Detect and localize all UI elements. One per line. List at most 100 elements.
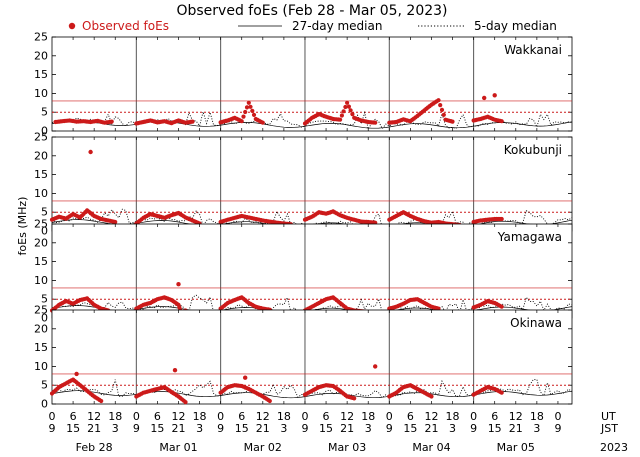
y-tick-label: 5 <box>41 106 48 119</box>
y-tick-label: 20 <box>34 149 48 162</box>
y-tick-label: 0 <box>41 398 48 411</box>
observed-point <box>373 364 378 369</box>
y-tick-label: 15 <box>34 255 48 268</box>
observed-point <box>246 100 251 105</box>
x-axis: UT JST 2023 0 6 12 18 0 6 12 18 0 6 12 18 0 6 12 18 0 6 12… <box>49 410 629 454</box>
legend-observed-marker <box>68 22 76 30</box>
y-tick-label: 25 <box>34 131 48 144</box>
observed-point <box>499 390 504 395</box>
y-tick-label: 25 <box>34 304 48 317</box>
observed-point <box>482 95 487 101</box>
observed-point <box>251 112 257 117</box>
x-jst-tick-label: 21 <box>171 422 185 435</box>
x-ut-tick-label: 12 <box>171 410 185 423</box>
observed-point <box>250 108 255 113</box>
x-ut-tick-label: 18 <box>193 410 207 423</box>
panels: 0 5 10 15 20 25 Wakkanai 0 5 10 15 20 25 Kokubunji 0 5 1… <box>34 31 573 411</box>
x-ut-tick-label: 12 <box>424 410 438 423</box>
x-jst-tick-label: 3 <box>449 422 456 435</box>
y-tick-label: 20 <box>34 322 48 335</box>
panel-wakkanai: 0 5 10 15 20 25 Wakkanai <box>34 31 573 138</box>
observed-point <box>260 120 265 125</box>
observed-point <box>492 93 497 98</box>
y-tick-label: 25 <box>34 31 48 44</box>
observed-point <box>499 119 504 124</box>
x-ut-tick-label: 6 <box>70 410 77 423</box>
observed-point <box>350 112 355 117</box>
observed-point <box>190 119 195 124</box>
x-ut-tick-label: 0 <box>386 410 393 423</box>
observed-point <box>343 104 348 110</box>
observed-point <box>172 368 178 373</box>
observed-point <box>248 104 253 109</box>
x-date-label: Mar 02 <box>244 441 282 454</box>
observed-point <box>373 120 378 125</box>
observed-point <box>499 216 504 222</box>
x-date-label: Mar 04 <box>412 441 450 454</box>
observed-point <box>183 400 188 405</box>
x-date-label: Mar 03 <box>328 441 366 454</box>
x-jst-tick-label: 3 <box>196 422 203 435</box>
x-ut-tick-label: 12 <box>256 410 270 423</box>
x-ut-tick-label: 0 <box>301 410 308 423</box>
y-tick-label: 20 <box>34 49 48 62</box>
x-jst-tick-label: 3 <box>112 422 119 435</box>
y-tick-label: 5 <box>41 206 48 219</box>
panel-yamagawa: 0 5 10 15 20 25 Yamagawa <box>34 218 573 325</box>
x-ut-tick-label: 18 <box>530 410 544 423</box>
x-jst-tick-label: 15 <box>66 422 80 435</box>
observed-point <box>450 119 455 124</box>
x-ut-tick-label: 6 <box>323 410 330 423</box>
observed-point <box>99 398 104 404</box>
x-jst-tick-label: 9 <box>301 422 308 435</box>
y-tick-label: 0 <box>41 125 48 138</box>
x-jst-tick-label: 15 <box>319 422 333 435</box>
observed-point <box>348 108 353 113</box>
observed-point <box>88 149 93 155</box>
x-jst-tick-label: 15 <box>150 422 164 435</box>
x-ut-tick-label: 12 <box>509 410 523 423</box>
x-ut-tick-label: 18 <box>277 410 291 423</box>
median5-line <box>51 110 573 131</box>
x-date-label: Mar 05 <box>497 441 535 454</box>
observed-point <box>241 114 246 119</box>
y-tick-label: 15 <box>34 341 48 354</box>
legend-median5-label: 5-day median <box>474 19 557 33</box>
chart-header: Observed foEs (Feb 28 - Mar 05, 2023) Ob… <box>68 3 557 33</box>
x-ut-tick-label: 0 <box>133 410 140 423</box>
x-date-label: Feb 28 <box>76 441 113 454</box>
observed-point <box>352 396 357 401</box>
x-jst-tick-label: 9 <box>217 422 224 435</box>
x-ut-tick-label: 6 <box>238 410 245 423</box>
y-tick-label: 10 <box>34 274 48 287</box>
observed-point <box>109 119 114 124</box>
observed-point <box>74 371 79 377</box>
x-jst-tick-label: 3 <box>280 422 287 435</box>
observed-point <box>243 109 248 115</box>
x-jst-label: JST <box>600 422 618 435</box>
y-tick-label: 0 <box>41 312 48 325</box>
observed-point <box>345 100 350 105</box>
observed-point <box>339 113 344 118</box>
x-jst-tick-label: 15 <box>403 422 417 435</box>
y-tick-label: 10 <box>34 187 48 200</box>
observed-point <box>176 282 181 287</box>
x-jst-tick-label: 15 <box>488 422 502 435</box>
x-ut-tick-label: 0 <box>217 410 224 423</box>
x-jst-tick-label: 21 <box>340 422 354 435</box>
y-axis-label: foEs (MHz) <box>16 197 29 256</box>
y-tick-label: 10 <box>34 360 48 373</box>
legend-observed-label: Observed foEs <box>82 19 169 33</box>
x-jst-tick-label: 15 <box>235 422 249 435</box>
station-label: Kokubunji <box>504 143 562 157</box>
x-jst-tick-label: 21 <box>87 422 101 435</box>
panel-kokubunji: 0 5 10 15 20 25 Kokubunji <box>34 131 573 238</box>
x-jst-tick-label: 9 <box>133 422 140 435</box>
observed-point <box>338 117 343 122</box>
x-jst-tick-label: 21 <box>256 422 270 435</box>
x-year-label: 2023 <box>600 441 628 454</box>
observed-point <box>341 109 346 114</box>
chart-title: Observed foEs (Feb 28 - Mar 05, 2023) <box>176 3 447 19</box>
panel-okinawa: 0 5 10 15 20 25 Okinawa <box>34 304 573 411</box>
